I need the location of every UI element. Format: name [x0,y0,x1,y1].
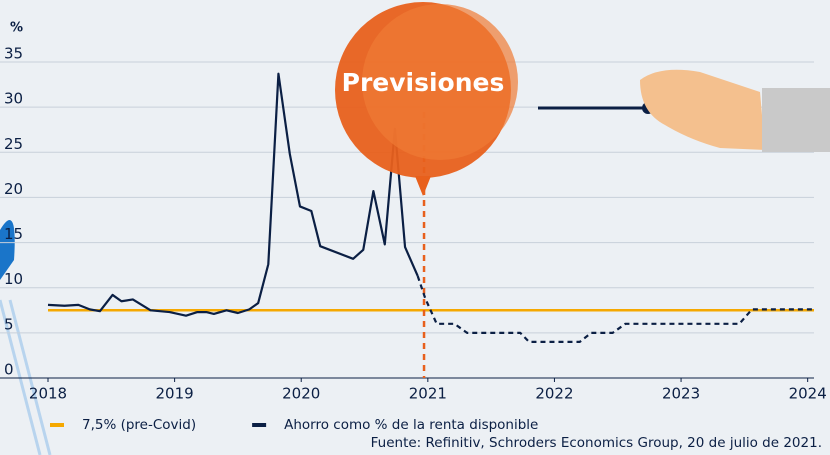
hand [538,70,830,152]
x-tick-label: 2022 [535,385,573,403]
y-tick-label: 20 [4,180,23,198]
legend-label: 7,5% (pre-Covid) [82,417,196,433]
balloon [335,2,518,196]
x-tick-label: 2018 [29,385,67,403]
y-tick-label: 35 [4,45,23,63]
y-tick-label: 0 [4,361,14,379]
annotation: Previsiones [342,68,505,97]
x-tick-label: 2020 [282,385,320,403]
x-tick-label: 2019 [156,385,194,403]
y-tick-label: 5 [4,315,14,333]
y-tick-label: 25 [4,135,23,153]
chart: % 0 5 10 15 20 25 30 35 2018 2019 2020 2021 2022 2023 2… [0,0,830,455]
x-tick-label: 2024 [789,385,827,403]
x-tick-label: 2023 [662,385,700,403]
y-axis-label: % [10,21,23,36]
source: Fuente: Refinitiv, Schroders Economics G… [371,435,822,451]
y-tick-label: 10 [4,270,23,288]
series-line [418,276,814,342]
y-tick-label: 30 [4,90,23,108]
x-tick-label: 2021 [409,385,447,403]
legend-label: Ahorro como % de la renta disponible [284,417,538,433]
y-tick-label: 15 [4,225,23,243]
